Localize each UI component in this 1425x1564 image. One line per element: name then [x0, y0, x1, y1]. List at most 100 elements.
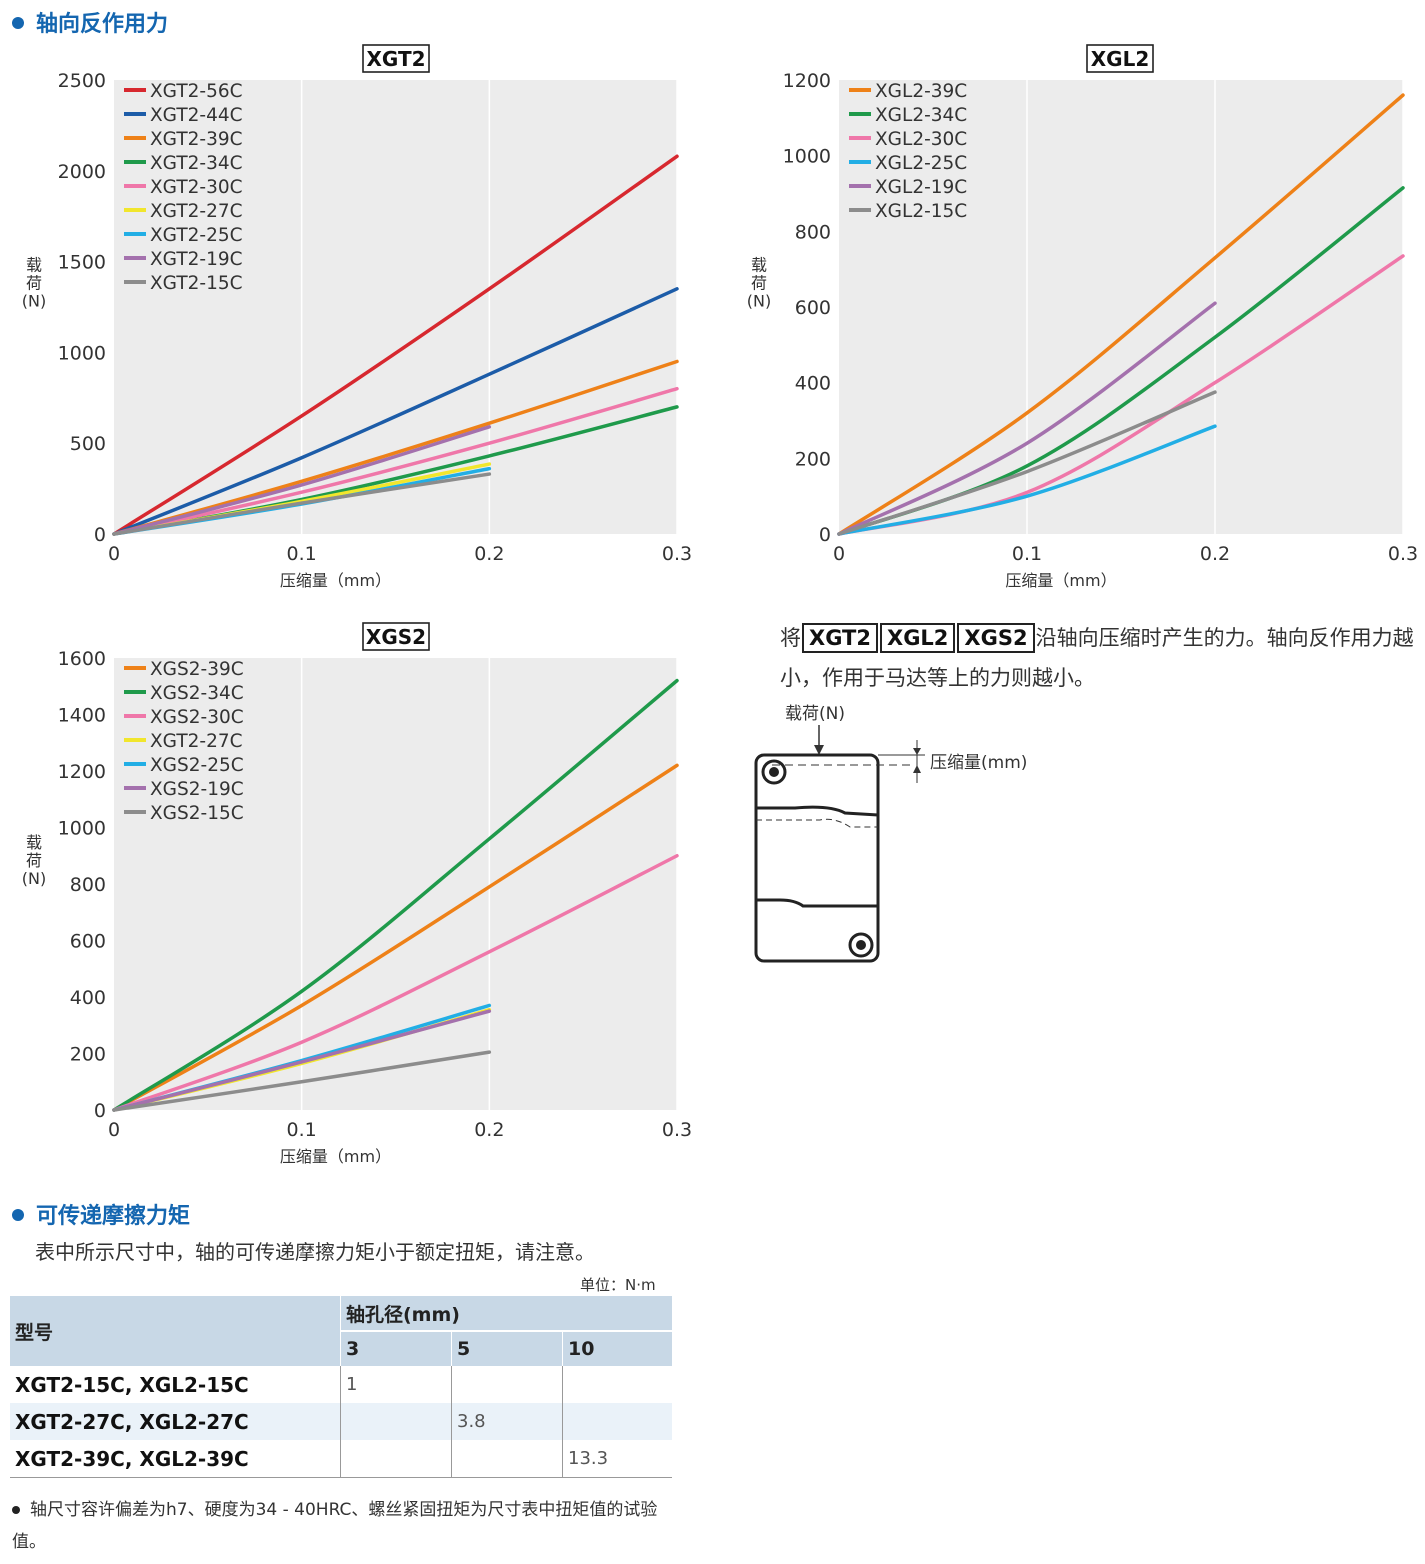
legend-label: XGT2-25C — [150, 225, 243, 246]
legend-label: XGT2-56C — [150, 81, 243, 102]
legend-label: XGS2-15C — [150, 803, 244, 824]
chart-title-box — [1086, 44, 1154, 73]
series-line-XGT2-19C — [112, 425, 492, 536]
legend-label: XGL2-25C — [875, 153, 967, 174]
table-row: XGT2-27C, XGL2-27C 3.8 — [10, 1403, 672, 1440]
chart-title-box — [362, 44, 430, 73]
series-line-XGS2-39C — [112, 763, 679, 1112]
x-tick-label: 0.2 — [474, 543, 504, 565]
series-line-XGS2-34C — [112, 678, 679, 1112]
x-axis-label: 压缩量（mm） — [1005, 571, 1116, 590]
x-tick-label: 0 — [108, 543, 120, 565]
x-axis-label: 压缩量（mm） — [280, 1147, 391, 1166]
diagram-compression-label: 压缩量(mm) — [930, 753, 1027, 773]
chart-xgt2: XGT2 0 0.1 0.2 0.3 0 500 1000 1500 2000 2500 压缩量（mm… — [22, 44, 692, 590]
y-tick-label: 0 — [819, 524, 831, 546]
x-tick-label: 0.2 — [474, 1119, 504, 1141]
series-box: XGL2 — [880, 623, 956, 653]
y-tick-label: 400 — [70, 987, 106, 1009]
legend-label: XGT2-19C — [150, 249, 243, 270]
legend-label: XGL2-39C — [875, 81, 967, 102]
coupling-body — [754, 753, 880, 963]
y-axis-label-part: (N) — [747, 292, 771, 311]
legend-label: XGL2-15C — [875, 201, 967, 222]
bore-3: 3 — [340, 1331, 452, 1366]
y-axis-label: 载荷(N) — [22, 256, 46, 311]
section-title-friction: 可传递摩擦力矩 — [12, 1198, 190, 1230]
y-tick-label: 0 — [94, 524, 106, 546]
bore-header: 轴孔径(mm) — [340, 1296, 672, 1332]
legend-label: XGS2-19C — [150, 779, 244, 800]
bore-5: 5 — [451, 1331, 563, 1366]
x-tick-label: 0 — [108, 1119, 120, 1141]
y-tick-label: 500 — [70, 433, 106, 455]
y-axis-label-part: (N) — [22, 292, 46, 311]
y-tick-label: 1200 — [783, 70, 831, 92]
diagram-load-label: 载荷(N) — [785, 704, 845, 724]
legend-label: XGT2-34C — [150, 153, 243, 174]
legend-label: XGT2-44C — [150, 105, 243, 126]
x-tick-label: 0.2 — [1200, 543, 1230, 565]
friction-note: 表中所示尺寸中，轴的可传递摩擦力矩小于额定扭矩，请注意。 — [35, 1240, 595, 1264]
chart-title: XGT2 — [366, 47, 425, 71]
table-row: XGT2-15C, XGL2-15C 1 — [10, 1366, 672, 1403]
series-line-XGL2-15C — [837, 390, 1217, 536]
y-tick-label: 600 — [795, 297, 831, 319]
series-line-XGS2-15C — [112, 1050, 492, 1112]
series-line-XGL2-39C — [837, 93, 1405, 536]
bullet-icon — [12, 1209, 24, 1221]
legend-label: XGS2-39C — [150, 659, 244, 680]
y-tick-label: 1000 — [783, 146, 831, 168]
legend-label: XGS2-34C — [150, 683, 244, 704]
series-line-XGT2-56C — [112, 154, 679, 536]
chart-title: XGL2 — [1091, 47, 1150, 71]
y-tick-label: 2500 — [58, 70, 106, 92]
table-unit: 单位：N·m — [580, 1276, 656, 1294]
legend-label: XGL2-30C — [875, 129, 967, 150]
series-line-XGT2-44C — [112, 287, 679, 536]
x-tick-label: 0.1 — [1012, 543, 1042, 565]
legend-label: XGS2-30C — [150, 707, 244, 728]
y-tick-label: 1000 — [58, 818, 106, 840]
y-tick-label: 0 — [94, 1100, 106, 1122]
y-tick-label: 400 — [795, 373, 831, 395]
y-tick-label: 1200 — [58, 761, 106, 783]
series-line-XGL2-25C — [837, 424, 1217, 536]
bore-10: 10 — [562, 1331, 672, 1366]
x-tick-label: 0.1 — [287, 1119, 317, 1141]
coupling-diagram: 载荷(N) 压缩量(mm) — [754, 704, 1027, 963]
y-axis-label-part: 荷 — [26, 851, 42, 870]
x-tick-label: 0.1 — [287, 543, 317, 565]
series-box: XGS2 — [957, 623, 1035, 653]
x-axis-label: 压缩量（mm） — [280, 571, 391, 590]
y-axis-label-part: 载 — [751, 256, 767, 275]
plot-area — [114, 80, 677, 534]
legend-label: XGT2-27C — [150, 201, 243, 222]
model-header: 型号 — [10, 1296, 341, 1366]
y-tick-label: 200 — [70, 1044, 106, 1066]
y-tick-label: 1400 — [58, 705, 106, 727]
table-row: XGT2-39C, XGL2-39C 13.3 — [10, 1440, 672, 1478]
y-axis-label-part: 载 — [26, 833, 42, 852]
series-line-XGT2-30C — [112, 386, 679, 536]
y-tick-label: 1600 — [58, 648, 106, 670]
legend-label: XGL2-19C — [875, 177, 967, 198]
section-title-axial: 轴向反作用力 — [12, 6, 168, 38]
chart-xgs2: XGS2 0 0.1 0.2 0.3 0 200 400 600 800 1000 1200 1400 1… — [22, 622, 692, 1166]
slit-upper — [756, 805, 879, 817]
series-line-XGS2-19C — [112, 1009, 492, 1112]
description: 将 XGT2 XGL2 XGS2 沿轴向压缩时产生的力。轴向反作用力越小，作用于马达等上… — [780, 618, 1420, 698]
chart-title: XGS2 — [366, 625, 426, 649]
screw-top-icon — [761, 759, 787, 785]
y-tick-label: 200 — [795, 448, 831, 470]
friction-table: 型号 轴孔径(mm) 3 5 10 XGT2-15C, XGL2-15C 1 X… — [10, 1296, 672, 1478]
screw-bottom-icon — [848, 932, 874, 958]
y-tick-label: 800 — [70, 874, 106, 896]
y-tick-label: 800 — [795, 221, 831, 243]
y-axis-label-part: 载 — [26, 256, 42, 275]
series-line-XGT2-39C — [112, 359, 679, 536]
bullet-icon — [12, 1506, 20, 1514]
bullet-icon — [12, 17, 24, 29]
footnote: 轴尺寸容许偏差为h7、硬度为34 - 40HRC、螺丝紧固扭矩为尺寸表中扭矩值的… — [12, 1500, 658, 1552]
legend-label: XGS2-25C — [150, 755, 244, 776]
